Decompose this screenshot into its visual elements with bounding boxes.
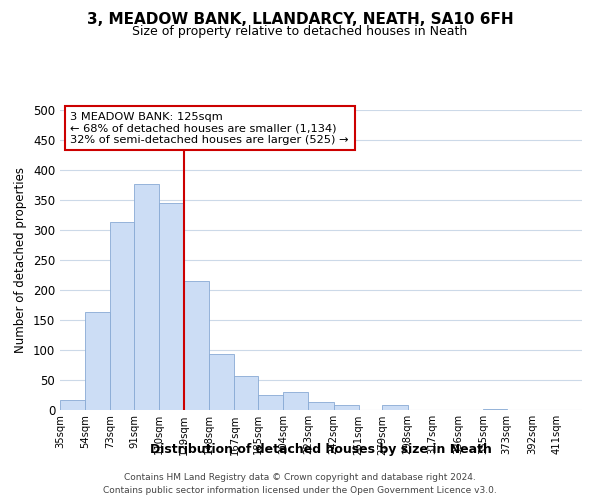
Bar xyxy=(382,404,407,410)
Bar xyxy=(334,404,359,410)
Bar xyxy=(308,402,334,410)
Text: Contains public sector information licensed under the Open Government Licence v3: Contains public sector information licen… xyxy=(103,486,497,495)
Bar xyxy=(134,184,159,410)
Bar xyxy=(283,392,308,410)
Bar xyxy=(258,395,283,410)
Bar xyxy=(209,354,235,410)
Y-axis label: Number of detached properties: Number of detached properties xyxy=(14,167,28,353)
Bar xyxy=(483,409,506,410)
Bar xyxy=(184,281,209,410)
Bar xyxy=(60,400,85,410)
Bar xyxy=(85,312,110,410)
Text: Size of property relative to detached houses in Neath: Size of property relative to detached ho… xyxy=(133,25,467,38)
Text: 3 MEADOW BANK: 125sqm
← 68% of detached houses are smaller (1,134)
32% of semi-d: 3 MEADOW BANK: 125sqm ← 68% of detached … xyxy=(70,112,349,144)
Bar xyxy=(235,376,258,410)
Text: Contains HM Land Registry data © Crown copyright and database right 2024.: Contains HM Land Registry data © Crown c… xyxy=(124,472,476,482)
Text: Distribution of detached houses by size in Neath: Distribution of detached houses by size … xyxy=(150,442,492,456)
Text: 3, MEADOW BANK, LLANDARCY, NEATH, SA10 6FH: 3, MEADOW BANK, LLANDARCY, NEATH, SA10 6… xyxy=(86,12,514,28)
Bar xyxy=(110,222,134,410)
Bar xyxy=(159,203,184,410)
